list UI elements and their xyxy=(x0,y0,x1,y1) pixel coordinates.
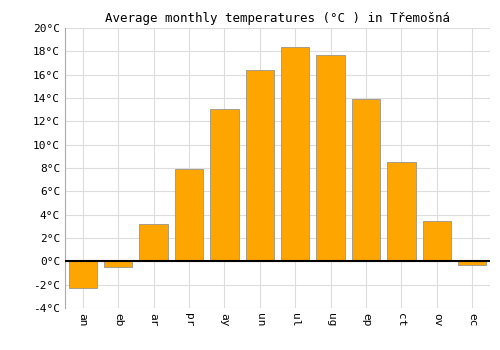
Bar xyxy=(246,70,274,261)
Bar xyxy=(140,224,168,261)
Bar xyxy=(388,162,415,261)
Bar xyxy=(175,169,203,261)
Bar xyxy=(104,261,132,267)
Bar xyxy=(68,261,97,288)
Bar xyxy=(352,99,380,261)
Bar xyxy=(316,55,345,261)
Bar xyxy=(422,220,451,261)
Bar xyxy=(210,108,238,261)
Title: Average monthly temperatures (°C ) in Třemošná: Average monthly temperatures (°C ) in Tř… xyxy=(105,13,450,26)
Bar xyxy=(281,47,310,261)
Bar xyxy=(458,261,486,265)
